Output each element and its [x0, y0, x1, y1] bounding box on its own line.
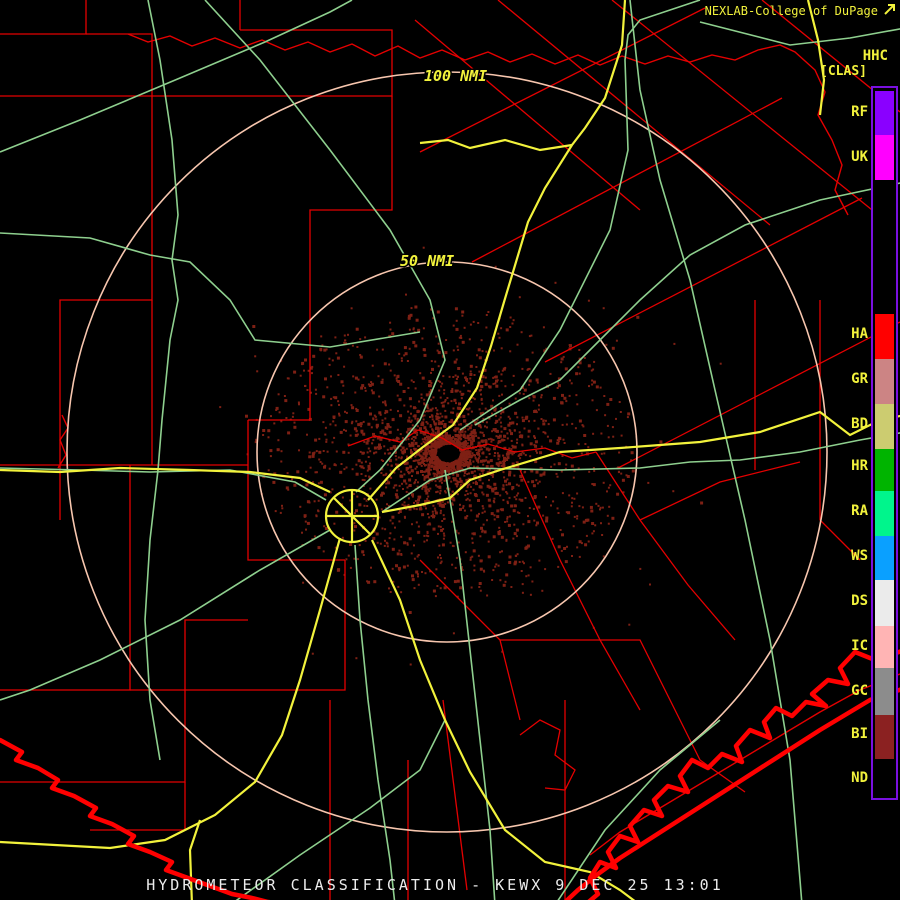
- radar-echo-layer: [219, 246, 722, 666]
- legend-label-hr: HR: [851, 458, 868, 474]
- legend-swatch-uk: [875, 135, 894, 180]
- legend-swatch-gc: [875, 668, 894, 715]
- range-ring-100nmi: [66, 71, 828, 833]
- range-ring-labels: 50 NMI 100 NMI: [399, 66, 489, 272]
- legend-colorbar: [871, 86, 898, 800]
- legend-swatch-bd: [875, 404, 894, 449]
- legend-label-ra: RA: [851, 503, 868, 519]
- legend-label-ha: HA: [851, 326, 868, 342]
- legend-label-ws: WS: [851, 548, 868, 564]
- product-code: HHC: [862, 48, 888, 64]
- legend-label-gc: GC: [851, 683, 868, 699]
- legend-swatch-ha: [875, 314, 894, 359]
- legend-label-gr: GR: [851, 371, 868, 387]
- legend-label-rf: RF: [851, 104, 868, 120]
- legend-label-nd: ND: [851, 770, 868, 786]
- range-rings: [66, 71, 828, 833]
- ring-label-100nmi: 100 NMI: [424, 67, 487, 85]
- product-mode: [CLAS]: [820, 64, 867, 79]
- legend-swatch-hr: [875, 449, 894, 491]
- legend-swatch-gr: [875, 359, 894, 404]
- resize-icon[interactable]: [881, 3, 896, 18]
- coastline-water: [0, 649, 900, 900]
- legend-label-bd: BD: [851, 416, 868, 432]
- product-title: HYDROMETEOR CLASSIFICATION - KEWX 9 DEC …: [146, 876, 724, 894]
- legend-swatch-bi: [875, 715, 894, 759]
- legend-swatch-ra: [875, 491, 894, 536]
- legend-swatch-ds: [875, 580, 894, 626]
- legend-swatch-ws: [875, 536, 894, 580]
- legend-label-uk: UK: [851, 149, 868, 165]
- legend-label-bi: BI: [851, 726, 868, 742]
- legend-label-ds: DS: [851, 593, 868, 609]
- brand-watermark: NEXLAB-College of DuPage: [704, 4, 878, 18]
- ring-label-50nmi: 50 NMI: [400, 252, 454, 270]
- legend-label-ic: IC: [851, 638, 868, 654]
- legend-swatch-nd: [875, 759, 894, 795]
- legend-swatch-ic: [875, 626, 894, 668]
- legend-swatch-rf: [875, 91, 894, 135]
- range-ring-50nmi: [256, 261, 638, 643]
